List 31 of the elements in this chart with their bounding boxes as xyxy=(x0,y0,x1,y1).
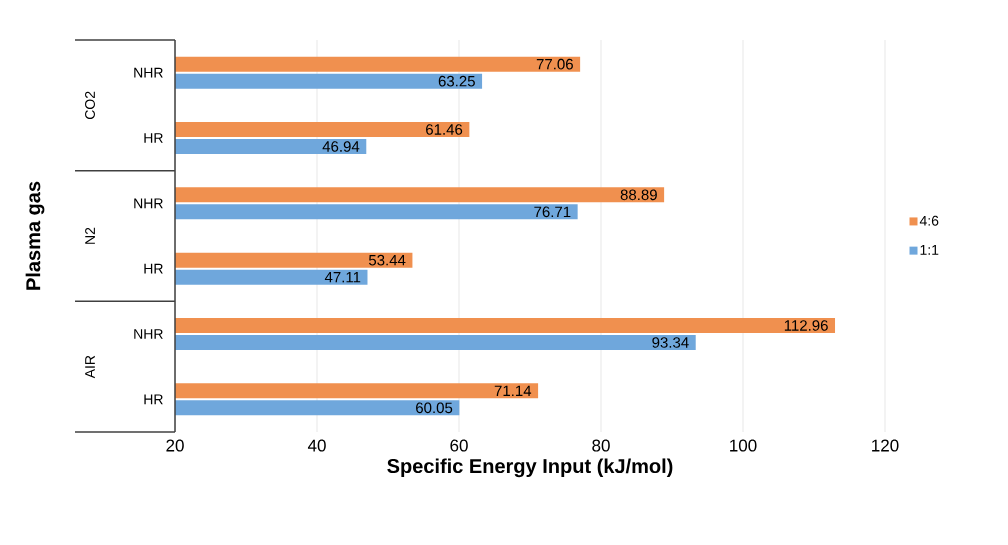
data-label: 47.11 xyxy=(324,272,361,283)
x-tick-label: 60 xyxy=(450,439,468,452)
y-tick-label: NHR xyxy=(134,198,163,209)
data-label: 46.94 xyxy=(322,141,360,152)
y-axis-title: Plasma gas xyxy=(25,181,45,290)
data-label: 53.44 xyxy=(368,254,406,266)
text: AIR xyxy=(85,355,95,379)
data-label: 63.25 xyxy=(438,75,475,87)
y-tick-label: HR xyxy=(144,133,163,143)
data-label: 71.14 xyxy=(494,385,532,396)
x-tick-label: 20 xyxy=(166,439,184,452)
text: N2 xyxy=(85,227,95,244)
x-axis-title: Specific Energy Input (kJ/mol) xyxy=(387,458,673,478)
legend-label: 4:6 xyxy=(919,215,939,226)
y-tick-label: NHR xyxy=(134,67,163,78)
data-label: 76.71 xyxy=(534,206,571,218)
legend-label: 1:1 xyxy=(920,245,939,255)
data-label: 60.05 xyxy=(416,402,453,414)
data-label: 61.46 xyxy=(426,124,463,135)
text: CO2 xyxy=(85,91,95,120)
y-tick-label: HR xyxy=(144,394,163,405)
x-tick-label: 80 xyxy=(592,439,610,452)
data-label: 112.96 xyxy=(784,320,828,331)
data-label: 88.89 xyxy=(620,189,657,201)
x-tick-label: 40 xyxy=(307,439,326,452)
x-tick-label: 100 xyxy=(730,439,757,452)
data-label: 93.34 xyxy=(652,337,689,348)
x-tick-label: 120 xyxy=(872,439,899,452)
y-tick-label: HR xyxy=(144,263,163,274)
y-tick-label: NHR xyxy=(134,329,163,339)
data-label: 77.06 xyxy=(536,58,573,70)
